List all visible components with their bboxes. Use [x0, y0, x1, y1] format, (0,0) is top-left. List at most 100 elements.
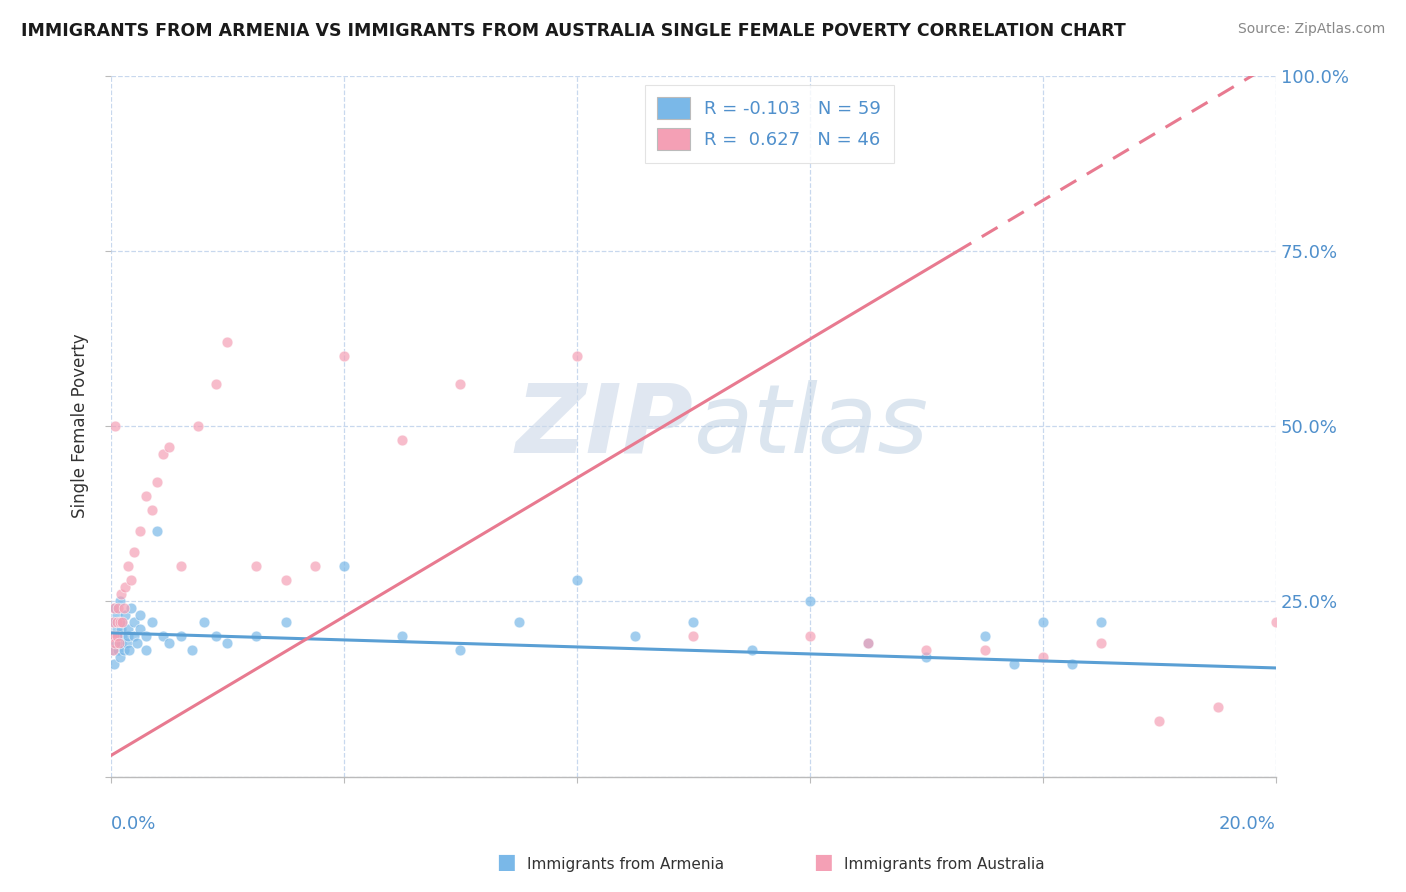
Point [118, 643, 141, 657]
Point [449, 643, 471, 657]
Point [449, 376, 471, 391]
Point [333, 559, 356, 574]
Point [107, 643, 129, 657]
Point [103, 615, 125, 630]
Point [107, 601, 129, 615]
Point [112, 601, 135, 615]
Point [120, 601, 142, 615]
Point [108, 636, 131, 650]
Point [105, 623, 128, 637]
Point [135, 643, 157, 657]
Point [204, 629, 226, 643]
Point [101, 643, 124, 657]
Point [135, 489, 157, 503]
Point [1090, 636, 1112, 650]
Point [187, 419, 209, 434]
Point [101, 615, 124, 630]
Y-axis label: Single Female Poverty: Single Female Poverty [72, 334, 89, 518]
Point [1265, 615, 1288, 630]
Point [129, 608, 152, 623]
Point [391, 629, 413, 643]
Point [108, 615, 131, 630]
Point [157, 440, 180, 454]
Point [103, 657, 125, 672]
Text: Immigrants from Armenia: Immigrants from Armenia [527, 857, 724, 872]
Point [117, 623, 139, 637]
Point [973, 643, 995, 657]
Point [108, 594, 131, 608]
Point [103, 629, 125, 643]
Point [181, 643, 204, 657]
Point [105, 636, 128, 650]
Point [110, 587, 132, 601]
Point [115, 636, 138, 650]
Point [1206, 699, 1229, 714]
Text: 0.0%: 0.0% [111, 815, 156, 833]
Point [1149, 714, 1171, 728]
Point [741, 643, 763, 657]
Text: ZIP: ZIP [516, 380, 693, 473]
Point [1032, 615, 1054, 630]
Point [101, 643, 124, 657]
Text: ■: ■ [813, 853, 832, 872]
Point [111, 615, 134, 630]
Point [217, 334, 239, 349]
Point [105, 629, 128, 643]
Point [104, 601, 127, 615]
Point [103, 601, 125, 615]
Point [1060, 657, 1083, 672]
Point [108, 650, 131, 665]
Point [682, 629, 704, 643]
Point [117, 629, 139, 643]
Point [245, 559, 267, 574]
Text: ■: ■ [496, 853, 516, 872]
Point [508, 615, 530, 630]
Point [104, 419, 127, 434]
Point [391, 433, 413, 447]
Text: Immigrants from Australia: Immigrants from Australia [844, 857, 1045, 872]
Point [129, 623, 152, 637]
Point [122, 629, 145, 643]
Point [135, 629, 157, 643]
Point [111, 615, 134, 630]
Text: Source: ZipAtlas.com: Source: ZipAtlas.com [1237, 22, 1385, 37]
Point [146, 524, 169, 539]
Legend: R = -0.103   N = 59, R =  0.627   N = 46: R = -0.103 N = 59, R = 0.627 N = 46 [644, 85, 894, 163]
Point [101, 629, 124, 643]
Point [122, 545, 145, 559]
Point [114, 580, 136, 594]
Point [856, 636, 879, 650]
Point [141, 503, 163, 517]
Text: atlas: atlas [693, 380, 928, 473]
Text: IMMIGRANTS FROM ARMENIA VS IMMIGRANTS FROM AUSTRALIA SINGLE FEMALE POVERTY CORRE: IMMIGRANTS FROM ARMENIA VS IMMIGRANTS FR… [21, 22, 1126, 40]
Point [129, 524, 152, 539]
Point [122, 615, 145, 630]
Point [117, 559, 139, 574]
Point [141, 615, 163, 630]
Point [170, 559, 193, 574]
Point [152, 629, 174, 643]
Point [105, 615, 128, 630]
Point [304, 559, 326, 574]
Point [333, 349, 356, 363]
Point [624, 629, 647, 643]
Point [104, 636, 127, 650]
Point [193, 615, 215, 630]
Point [915, 650, 938, 665]
Point [112, 643, 135, 657]
Point [1032, 650, 1054, 665]
Point [101, 629, 124, 643]
Point [1002, 657, 1025, 672]
Point [108, 615, 131, 630]
Point [217, 636, 239, 650]
Point [915, 643, 938, 657]
Point [125, 636, 148, 650]
Point [170, 629, 193, 643]
Point [856, 636, 879, 650]
Point [799, 594, 821, 608]
Point [105, 608, 128, 623]
Point [204, 376, 226, 391]
Point [973, 629, 995, 643]
Point [152, 447, 174, 461]
Point [565, 574, 588, 588]
